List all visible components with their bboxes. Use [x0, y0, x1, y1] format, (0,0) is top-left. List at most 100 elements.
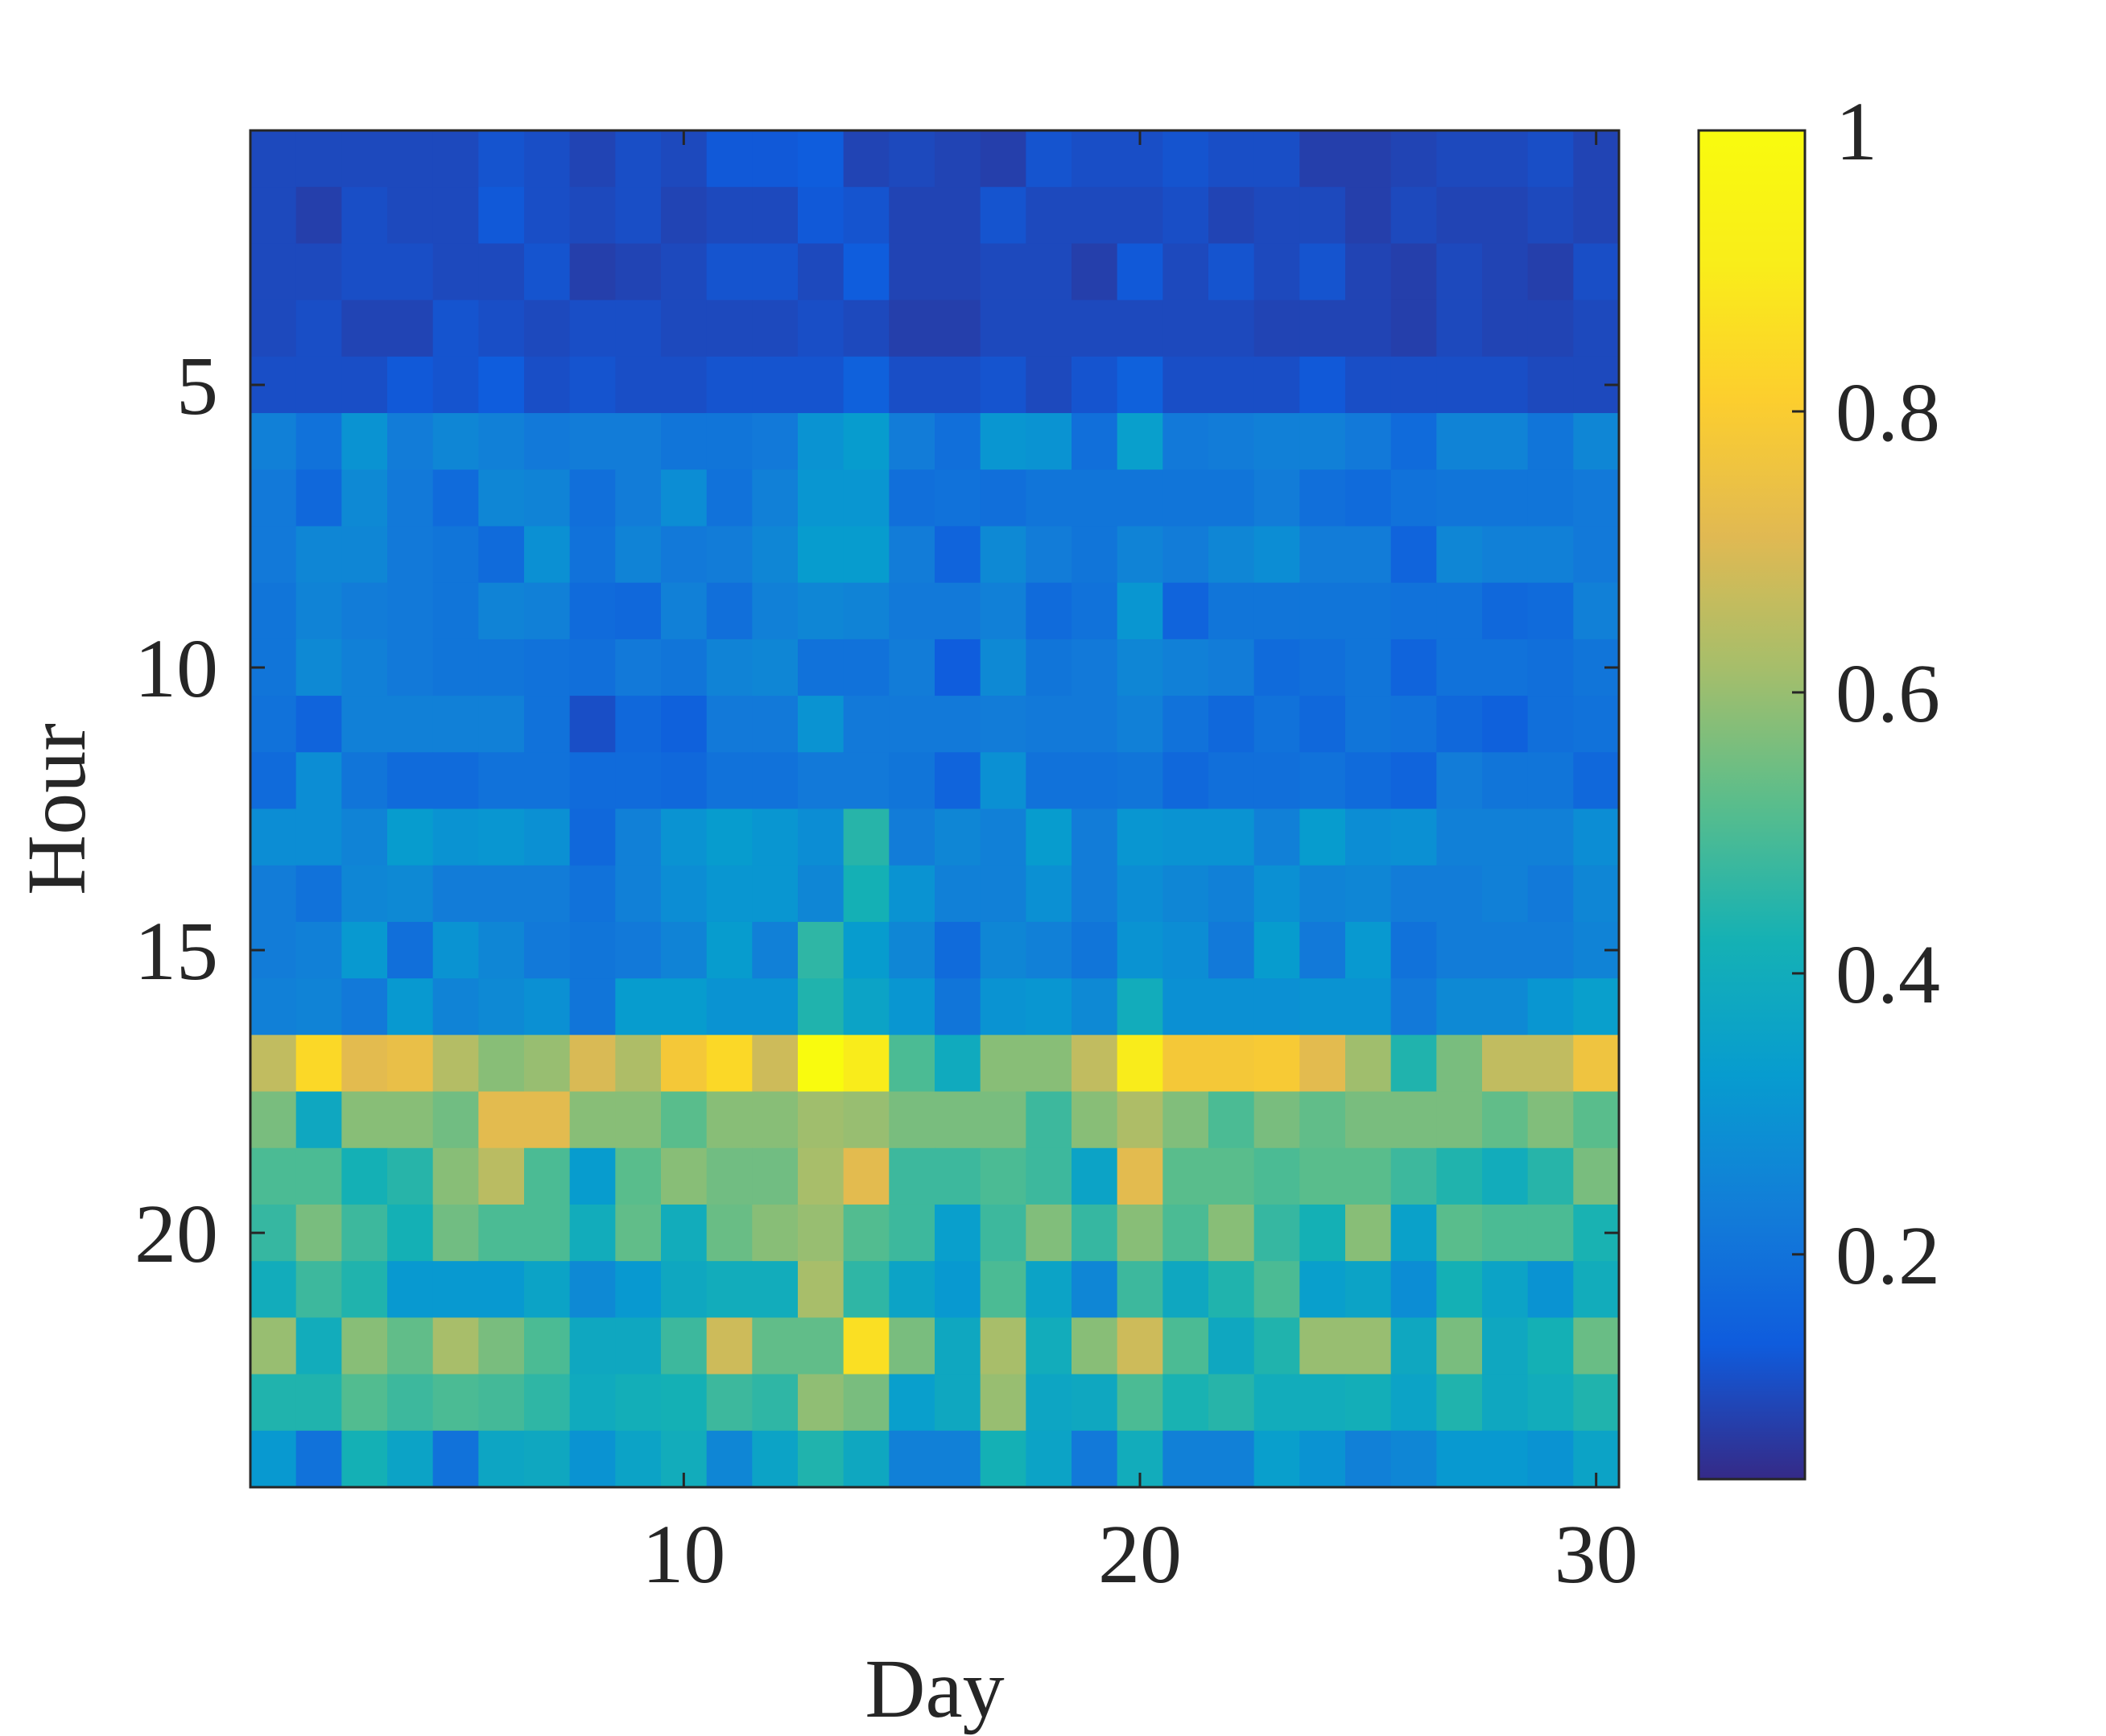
heatmap-cell	[1527, 978, 1574, 1035]
heatmap-cell	[524, 1091, 571, 1149]
heatmap-cell	[1072, 413, 1118, 470]
heatmap-cell	[889, 1430, 935, 1488]
heatmap-cell	[569, 526, 616, 584]
heatmap-cell	[432, 1430, 479, 1488]
heatmap-cell	[1482, 300, 1529, 358]
heatmap-cell	[1527, 1430, 1574, 1488]
heatmap-cell	[889, 696, 935, 753]
heatmap-cell	[1299, 1091, 1346, 1149]
heatmap-cell	[341, 130, 388, 188]
heatmap-cell	[1253, 1317, 1300, 1375]
heatmap-cell	[387, 130, 434, 188]
heatmap-cell	[1345, 1035, 1392, 1093]
heatmap-cell	[752, 752, 799, 810]
heatmap-cell	[980, 130, 1026, 188]
heatmap-cell	[341, 865, 388, 923]
heatmap-cell	[1345, 130, 1392, 188]
heatmap-cell	[432, 696, 479, 753]
heatmap-cell	[1573, 1091, 1620, 1149]
heatmap-cell	[524, 130, 571, 188]
heatmap-cell	[387, 526, 434, 584]
heatmap-cell	[661, 187, 708, 245]
heatmap-cell	[1253, 865, 1300, 923]
heatmap-cell	[1117, 978, 1163, 1035]
heatmap-cell	[295, 639, 342, 696]
heatmap-cell	[1026, 130, 1072, 188]
heatmap-cell	[1482, 1035, 1529, 1093]
heatmap-cell	[1299, 1261, 1346, 1318]
heatmap-cell	[1299, 752, 1346, 810]
x-tick-label: 20	[1098, 1508, 1182, 1601]
heatmap-cell	[1162, 1317, 1209, 1375]
heatmap-cell	[1253, 1261, 1300, 1318]
heatmap-cell	[432, 1091, 479, 1149]
heatmap-cell	[1117, 921, 1163, 979]
heatmap-cell	[798, 1204, 844, 1262]
heatmap-cell	[341, 1261, 388, 1318]
heatmap-cell	[341, 1317, 388, 1375]
heatmap-cell	[1436, 1035, 1483, 1093]
heatmap-cell	[980, 752, 1026, 810]
y-axis-label: Hour	[10, 723, 103, 895]
heatmap-cell	[1573, 1147, 1620, 1205]
heatmap-cell	[661, 752, 708, 810]
heatmap-cell	[1482, 865, 1529, 923]
heatmap-cell	[1253, 1204, 1300, 1262]
heatmap-cell	[843, 1091, 890, 1149]
heatmap-cell	[524, 696, 571, 753]
heatmap-cell	[1345, 1204, 1392, 1262]
heatmap-cell	[1117, 1035, 1163, 1093]
heatmap-cell	[1162, 1204, 1209, 1262]
heatmap-cell	[1436, 526, 1483, 584]
heatmap-cell	[615, 413, 662, 470]
heatmap-cell	[889, 639, 935, 696]
heatmap-cell	[1072, 1035, 1118, 1093]
heatmap-cell	[432, 1147, 479, 1205]
heatmap-cell	[524, 356, 571, 414]
heatmap-cell	[798, 1091, 844, 1149]
heatmap-cell	[1072, 187, 1118, 245]
heatmap-cell	[1527, 639, 1574, 696]
heatmap-cell	[889, 1035, 935, 1093]
heatmap-cell	[1436, 1374, 1483, 1432]
heatmap-cell	[889, 469, 935, 527]
heatmap-cell	[1026, 1317, 1072, 1375]
heatmap-cell	[1026, 865, 1072, 923]
heatmap-cell	[661, 1261, 708, 1318]
heatmap-cell	[1072, 130, 1118, 188]
heatmap-cell	[889, 187, 935, 245]
heatmap-cell	[478, 243, 525, 301]
heatmap-cell	[1162, 300, 1209, 358]
heatmap-cell	[1072, 865, 1118, 923]
heatmap-cell	[1208, 1317, 1255, 1375]
heatmap-cell	[432, 1317, 479, 1375]
heatmap-cell	[1162, 582, 1209, 640]
heatmap-cell	[980, 1374, 1026, 1432]
heatmap-cell	[1208, 978, 1255, 1035]
heatmap-cell	[1573, 808, 1620, 866]
heatmap-cell	[250, 1261, 297, 1318]
heatmap-cell	[432, 752, 479, 810]
heatmap-cell	[1299, 1147, 1346, 1205]
heatmap-cell	[524, 1317, 571, 1375]
heatmap-cell	[250, 865, 297, 923]
heatmap-cell	[1162, 1091, 1209, 1149]
heatmap-cell	[250, 1035, 297, 1093]
heatmap-cell	[843, 921, 890, 979]
heatmap-cell	[250, 469, 297, 527]
heatmap-cell	[1026, 526, 1072, 584]
heatmap-cell	[1345, 582, 1392, 640]
heatmap-cell	[432, 356, 479, 414]
heatmap-cell	[980, 1091, 1026, 1149]
heatmap-cell	[752, 243, 799, 301]
heatmap-cell	[1117, 1317, 1163, 1375]
heatmap-cell	[1390, 1035, 1437, 1093]
heatmap-cell	[1026, 1035, 1072, 1093]
heatmap-cell	[1527, 1374, 1574, 1432]
heatmap-cell	[1345, 1147, 1392, 1205]
heatmap-cell	[1117, 1261, 1163, 1318]
heatmap-cell	[1072, 1374, 1118, 1432]
heatmap-cell	[935, 300, 981, 358]
heatmap-cell	[1072, 808, 1118, 866]
heatmap-cell	[1026, 469, 1072, 527]
